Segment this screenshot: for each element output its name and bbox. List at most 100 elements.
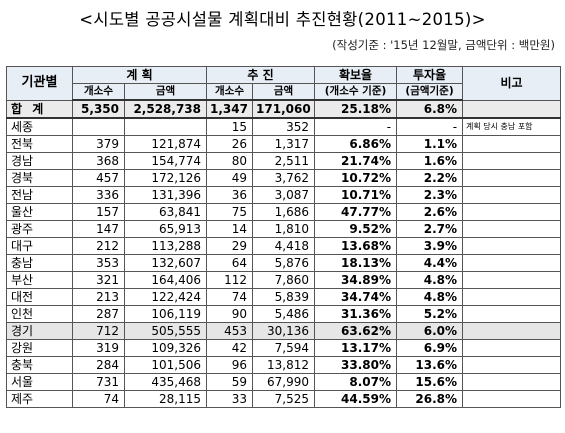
cell-remark <box>462 135 562 153</box>
cell-region: 충북 <box>6 356 73 374</box>
cell-plan-amount: 122,424 <box>123 288 208 306</box>
cell-region: 서울 <box>6 373 73 391</box>
cell-secure-rate: 34.74% <box>314 288 398 306</box>
cell-secure-rate: 13.17% <box>314 339 398 357</box>
cell-region: 전북 <box>6 135 73 153</box>
cell-remark <box>462 169 562 187</box>
cell-secure-rate: 8.07% <box>314 373 398 391</box>
cell-plan-count <box>72 117 125 136</box>
cell-remark <box>462 288 562 306</box>
cell-plan-count: 712 <box>72 322 125 340</box>
cell-region: 제주 <box>6 390 73 408</box>
header-secure-note: (개소수 기준) <box>314 83 398 101</box>
cell-progress-amount: 3,087 <box>252 186 316 204</box>
cell-progress-count: 59 <box>206 373 254 391</box>
cell-invest-rate: 6.0% <box>396 322 464 340</box>
header-region: 기관별 <box>6 66 73 101</box>
cell-region: 울산 <box>6 203 73 221</box>
header-remark: 비고 <box>462 66 562 101</box>
cell-plan-amount: 106,119 <box>123 305 208 323</box>
cell-invest-rate: 1.1% <box>396 135 464 153</box>
cell-remark <box>462 373 562 391</box>
cell-invest-rate: 4.4% <box>396 254 464 272</box>
cell-remark <box>462 152 562 170</box>
header-progress-amount: 금액 <box>252 83 316 101</box>
cell-region: 경북 <box>6 169 73 187</box>
cell-plan-count: 353 <box>72 254 125 272</box>
header-plan-amount: 금액 <box>123 83 208 101</box>
cell-progress-amount: 1,686 <box>252 203 316 221</box>
cell-remark <box>462 237 562 255</box>
cell-progress-count: 33 <box>206 390 254 408</box>
total-progress-count: 1,347 <box>206 99 254 119</box>
header-progress-count: 개소수 <box>206 83 254 101</box>
cell-region: 세종 <box>6 117 73 136</box>
table-row: 부산 321 164,406 112 7,860 34.89% 4.8% <box>6 271 562 289</box>
cell-plan-count: 319 <box>72 339 125 357</box>
cell-progress-count: 74 <box>206 288 254 306</box>
total-secure-rate: 25.18% <box>314 99 398 119</box>
cell-region: 부산 <box>6 271 73 289</box>
cell-plan-count: 284 <box>72 356 125 374</box>
cell-invest-rate: 2.6% <box>396 203 464 221</box>
cell-progress-count: 64 <box>206 254 254 272</box>
cell-plan-amount: 435,468 <box>123 373 208 391</box>
cell-progress-amount: 30,136 <box>252 322 316 340</box>
cell-remark <box>462 322 562 340</box>
cell-secure-rate: 13.68% <box>314 237 398 255</box>
cell-secure-rate: 9.52% <box>314 220 398 238</box>
cell-remark <box>462 356 562 374</box>
table-row: 서울 731 435,468 59 67,990 8.07% 15.6% <box>6 373 562 391</box>
cell-progress-count: 36 <box>206 186 254 204</box>
total-progress-amount: 171,060 <box>252 99 316 119</box>
cell-progress-amount: 13,812 <box>252 356 316 374</box>
cell-region: 인천 <box>6 305 73 323</box>
table-row: 광주 147 65,913 14 1,810 9.52% 2.7% <box>6 220 562 238</box>
cell-plan-amount: 164,406 <box>123 271 208 289</box>
cell-invest-rate: 26.8% <box>396 390 464 408</box>
cell-plan-amount <box>123 117 208 136</box>
cell-remark: 계획 당시 충남 포함 <box>462 117 562 136</box>
cell-region: 전남 <box>6 186 73 204</box>
table-row: 제주 74 28,115 33 7,525 44.59% 26.8% <box>6 390 562 408</box>
cell-plan-amount: 28,115 <box>123 390 208 408</box>
cell-region: 광주 <box>6 220 73 238</box>
cell-progress-count: 90 <box>206 305 254 323</box>
cell-invest-rate: 15.6% <box>396 373 464 391</box>
cell-secure-rate: 63.62% <box>314 322 398 340</box>
cell-invest-rate: 5.2% <box>396 305 464 323</box>
cell-secure-rate: 34.89% <box>314 271 398 289</box>
total-label: 합 계 <box>6 99 73 119</box>
total-plan-count: 5,350 <box>72 99 125 119</box>
cell-progress-count: 80 <box>206 152 254 170</box>
cell-progress-count: 14 <box>206 220 254 238</box>
table-row: 세종 15 352- - 계획 당시 충남 포함 <box>6 117 562 136</box>
cell-progress-amount: 5,839 <box>252 288 316 306</box>
cell-plan-amount: 109,326 <box>123 339 208 357</box>
total-row: 합 계 5,350 2,528,738 1,347 171,060 25.18%… <box>6 99 562 119</box>
cell-plan-amount: 131,396 <box>123 186 208 204</box>
cell-plan-amount: 154,774 <box>123 152 208 170</box>
table-row: 울산 157 63,841 75 1,686 47.77% 2.6% <box>6 203 562 221</box>
table-row: 충북 284 101,506 96 13,812 33.80% 13.6% <box>6 356 562 374</box>
table-row: 전북 379 121,874 26 1,317 6.86% 1.1% <box>6 135 562 153</box>
page-title: <시도별 공공시설물 계획대비 추진현황(2011~2015)> <box>79 10 486 29</box>
cell-secure-rate: 33.80% <box>314 356 398 374</box>
cell-plan-count: 287 <box>72 305 125 323</box>
cell-secure-rate: 10.72% <box>314 169 398 187</box>
cell-plan-amount: 121,874 <box>123 135 208 153</box>
cell-remark <box>462 254 562 272</box>
cell-secure-rate: 44.59% <box>314 390 398 408</box>
cell-invest-rate: 6.9% <box>396 339 464 357</box>
cell-plan-count: 368 <box>72 152 125 170</box>
header-progress: 추 진 <box>206 66 316 84</box>
cell-plan-amount: 65,913 <box>123 220 208 238</box>
header-invest-rate: 투자율 <box>396 66 464 84</box>
cell-progress-amount: 7,860 <box>252 271 316 289</box>
cell-progress-count: 112 <box>206 271 254 289</box>
cell-invest-rate: 13.6% <box>396 356 464 374</box>
cell-remark <box>462 339 562 357</box>
cell-progress-count: 75 <box>206 203 254 221</box>
table-row: 경북 457 172,126 49 3,762 10.72% 2.2% <box>6 169 562 187</box>
cell-remark <box>462 390 562 408</box>
